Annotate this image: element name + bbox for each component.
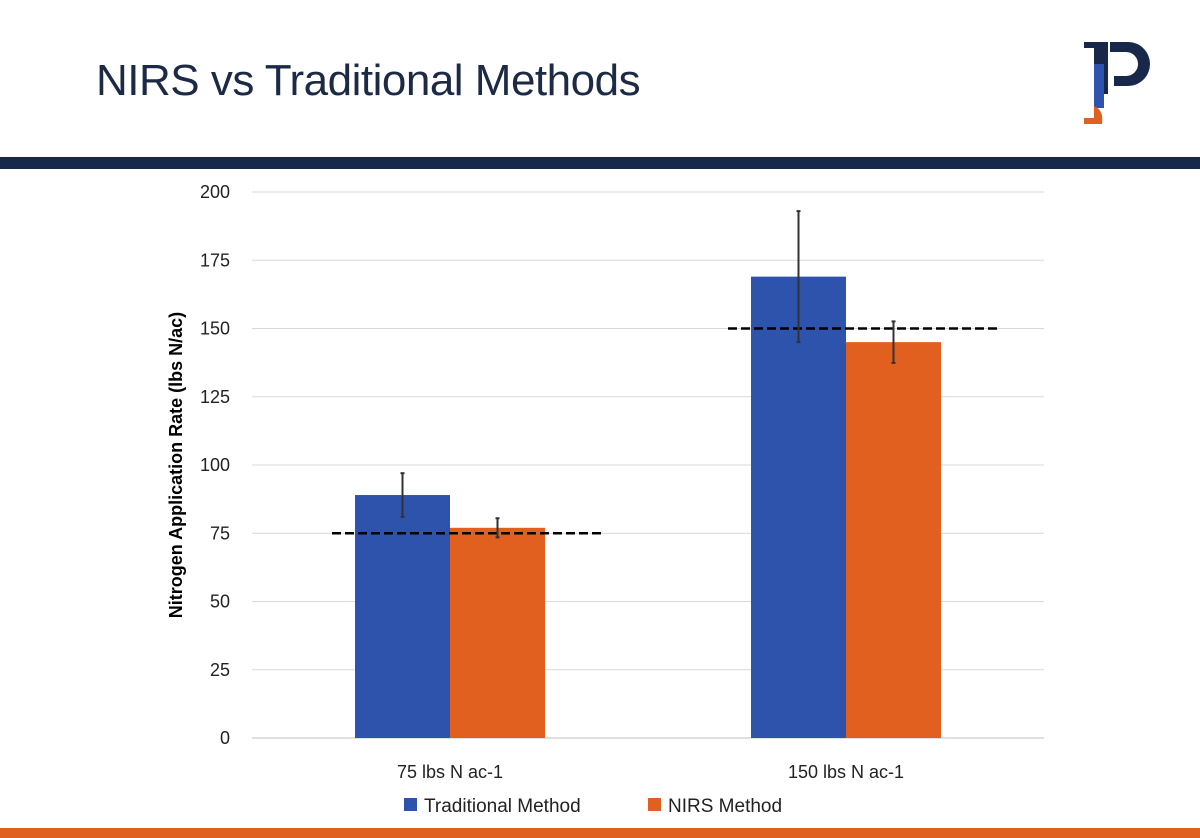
bar-traditional [751, 276, 846, 738]
y-tick-label: 50 [210, 592, 230, 612]
legend-swatch [648, 798, 661, 811]
x-category-label: 75 lbs N ac-1 [397, 762, 503, 782]
legend-swatch [404, 798, 417, 811]
header-divider-band [0, 157, 1200, 169]
y-axis-label: Nitrogen Application Rate (lbs N/ac) [166, 312, 186, 618]
y-tick-label: 75 [210, 523, 230, 543]
y-tick-label: 200 [200, 182, 230, 202]
y-tick-label: 25 [210, 660, 230, 680]
logo-p-icon [1084, 42, 1150, 124]
y-tick-label: 0 [220, 728, 230, 748]
slide-title: NIRS vs Traditional Methods [96, 56, 641, 105]
bar-traditional [355, 495, 450, 738]
legend-label: Traditional Method [424, 796, 581, 817]
bar-nirs [450, 527, 545, 738]
legend-label: NIRS Method [668, 796, 782, 817]
footer-band [0, 828, 1200, 838]
y-tick-label: 150 [200, 319, 230, 339]
y-tick-label: 125 [200, 387, 230, 407]
y-tick-label: 100 [200, 455, 230, 475]
x-category-label: 150 lbs N ac-1 [788, 762, 904, 782]
bar-nirs [846, 342, 941, 738]
y-tick-label: 175 [200, 250, 230, 270]
